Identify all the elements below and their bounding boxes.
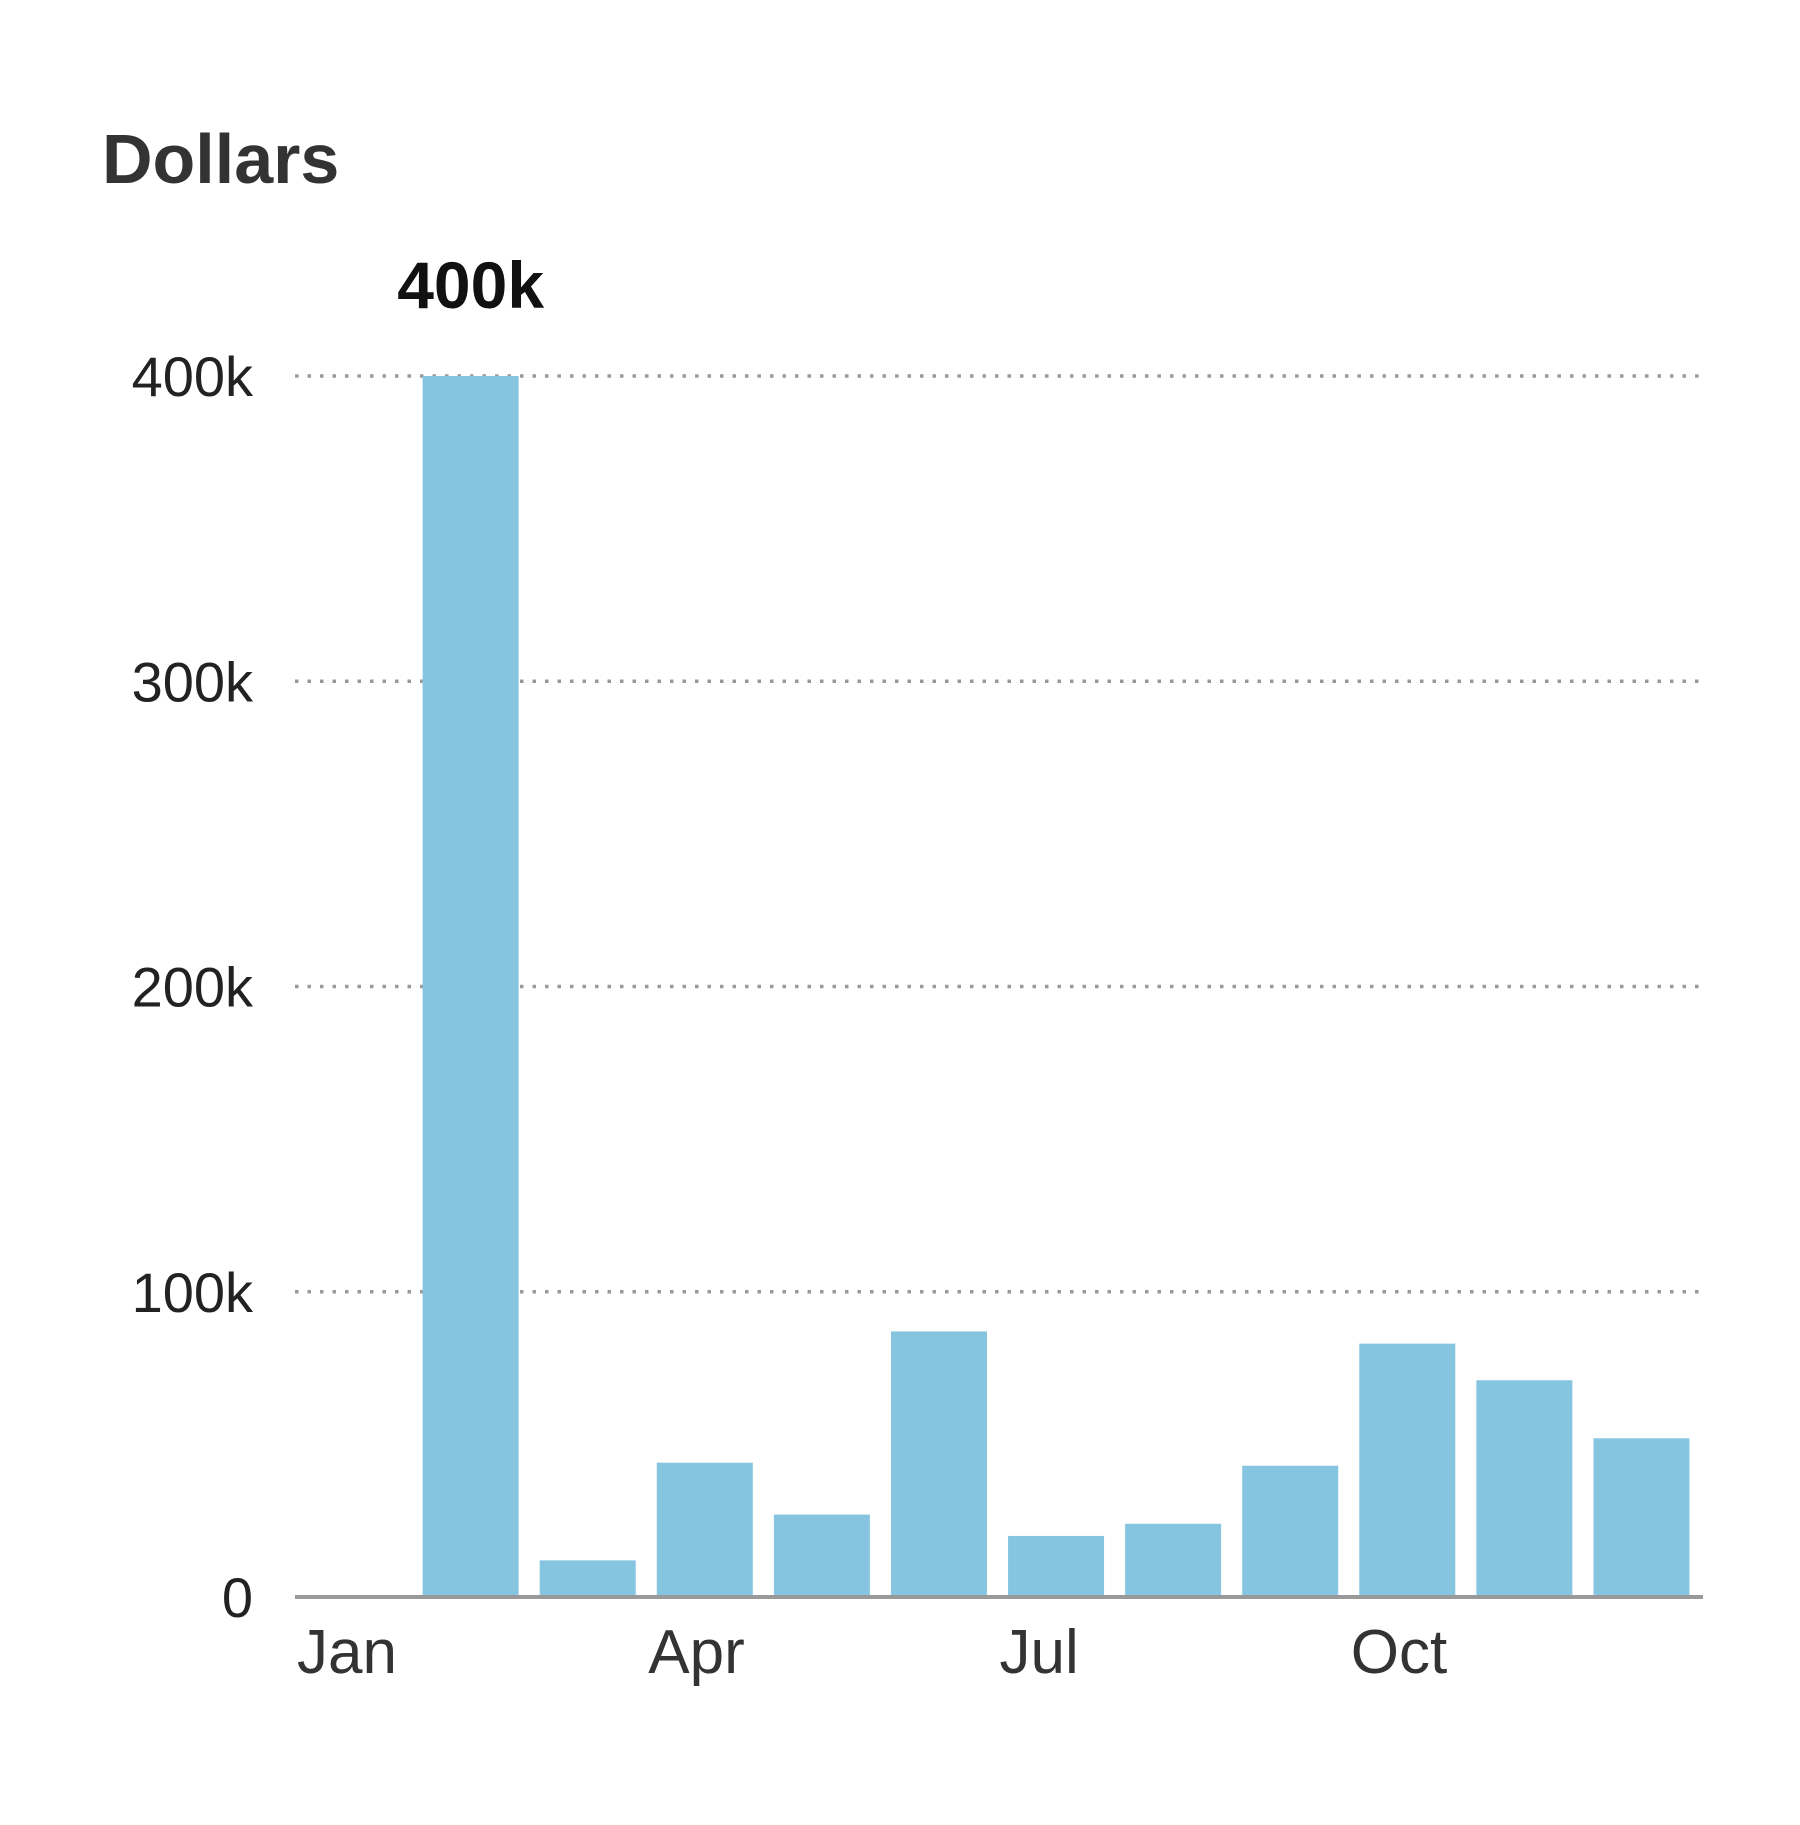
y-tick-label: 0 <box>222 1566 253 1629</box>
bar-may <box>773 1514 870 1597</box>
y-tick-label: 400k <box>132 345 254 408</box>
x-tick-label: Oct <box>1351 1618 1447 1687</box>
bar-apr <box>656 1462 753 1597</box>
peak-annotation: 400k <box>397 248 544 322</box>
y-tick-label: 100k <box>132 1261 254 1324</box>
x-tick-label: Jan <box>297 1618 397 1687</box>
bar-jul <box>1008 1535 1105 1597</box>
bar-oct <box>1359 1343 1456 1597</box>
gridlines <box>295 374 1700 1294</box>
bar-aug <box>1125 1523 1222 1597</box>
bar-mar <box>539 1560 636 1597</box>
bar-jun <box>890 1331 987 1597</box>
bar-feb <box>422 376 519 1597</box>
bar-sep <box>1242 1465 1339 1597</box>
y-tick-label: 300k <box>132 650 254 713</box>
y-tick-label: 200k <box>132 956 254 1019</box>
x-tick-label: Apr <box>648 1618 744 1687</box>
x-axis-ticks: Jan Apr Jul Oct <box>297 1618 1447 1687</box>
bars <box>422 376 1690 1597</box>
chart-title: Dollars <box>102 120 339 198</box>
bar-nov <box>1476 1380 1573 1597</box>
y-axis-ticks: 400k 300k 200k 100k 0 <box>132 345 254 1629</box>
x-tick-label: Jul <box>1000 1618 1079 1687</box>
bar-dec <box>1593 1438 1690 1597</box>
